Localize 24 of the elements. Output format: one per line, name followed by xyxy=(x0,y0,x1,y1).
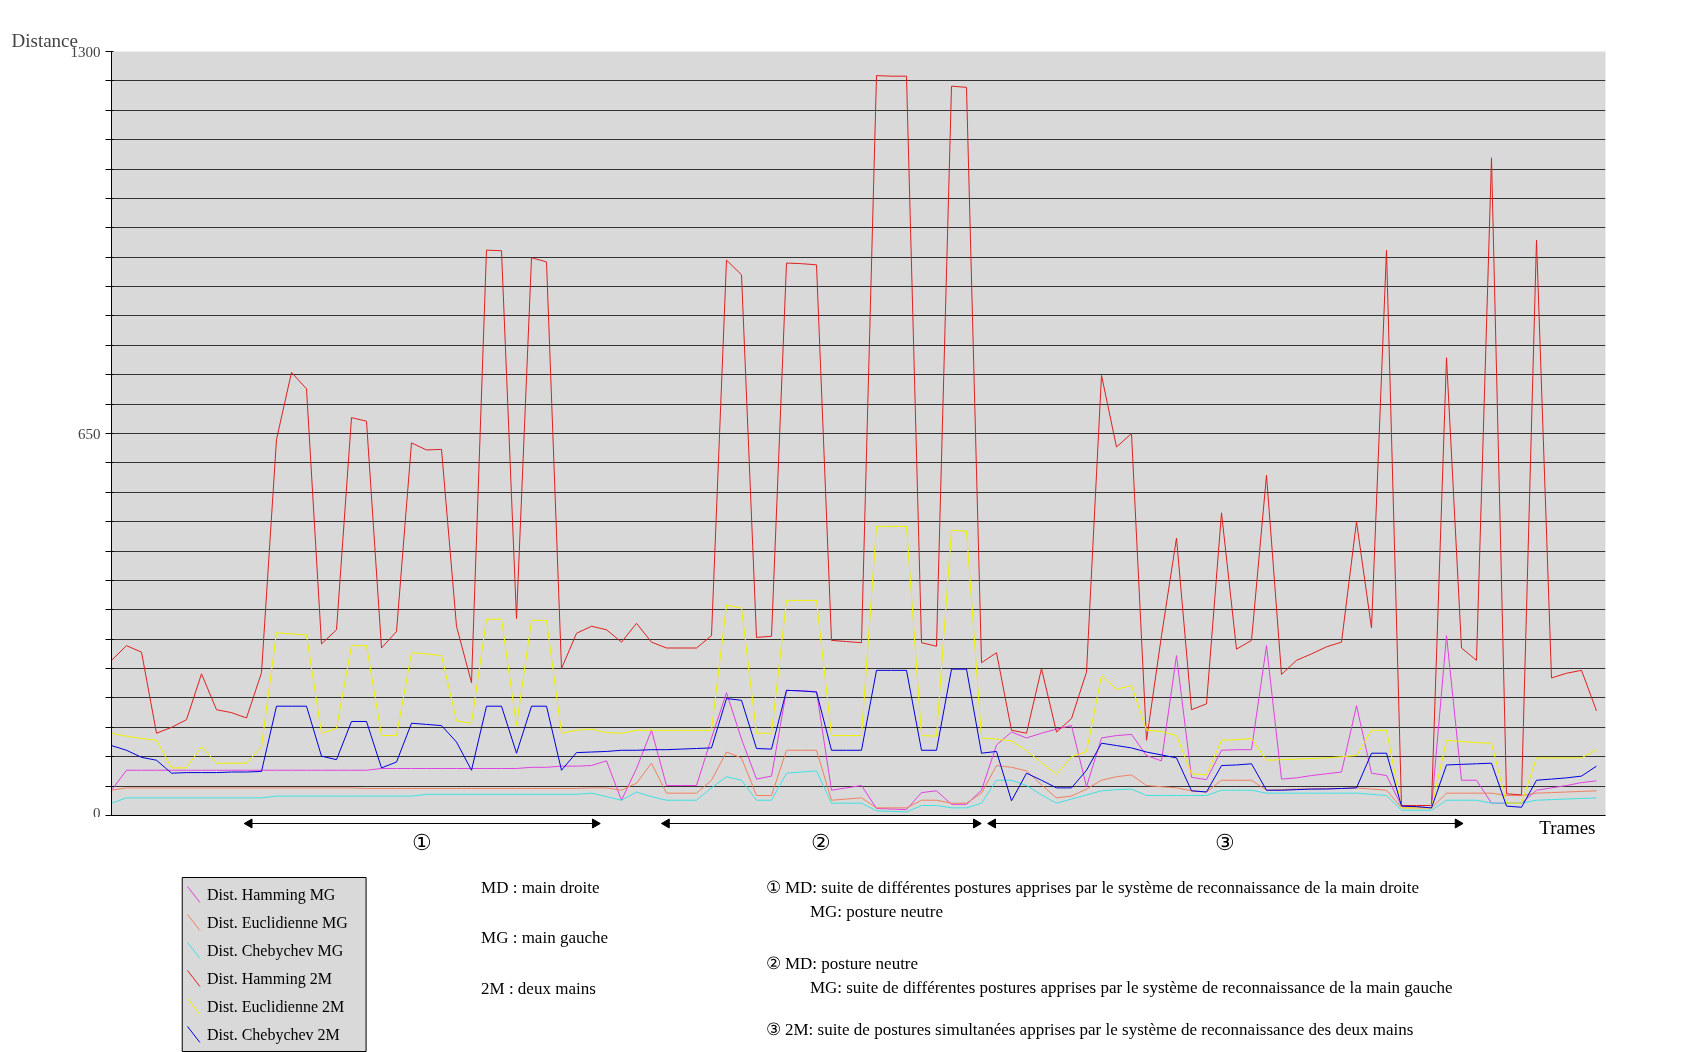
text: ① MD: suite de différentes postures apprises par le système de reconnaissance de la main droite MG: posture neutre xyxy=(765,878,1420,921)
legend-label: Dist. Euclidienne MG xyxy=(206,914,349,931)
x-axis-title: Trames xyxy=(1539,817,1596,838)
line-series xyxy=(111,635,1597,811)
text: ③ 2M: suite de postures simultanées apprises par le système de reconnaissance des deux mains xyxy=(765,1020,1414,1039)
text: ② MD: posture neutre MG: suite de différentes postures apprises par le système de reconnaissance de la main gauche xyxy=(765,954,1453,997)
text: MG : main gauche xyxy=(481,928,609,947)
text: 2M : deux mains xyxy=(481,979,596,998)
y-tick-label: 650 xyxy=(78,425,101,442)
line-series xyxy=(111,770,1597,813)
line-series xyxy=(111,749,1597,809)
legend-label: Dist. Hamming MG xyxy=(206,886,336,904)
legend-label: Dist. Hamming 2M xyxy=(206,970,332,988)
legend-label: Dist. Chebychev MG xyxy=(206,942,344,960)
text: ① xyxy=(412,830,433,855)
line-series xyxy=(111,75,1597,807)
text: ② xyxy=(811,830,832,855)
y-tick-label: 0 xyxy=(93,804,101,821)
text: ③ xyxy=(1215,830,1236,855)
line-series xyxy=(111,525,1597,809)
text: MD : main droite xyxy=(481,878,600,897)
legend-label: Dist. Euclidienne 2M xyxy=(206,998,345,1015)
legend-label: Dist. Chebychev 2M xyxy=(206,1026,340,1044)
line-series xyxy=(111,668,1597,809)
